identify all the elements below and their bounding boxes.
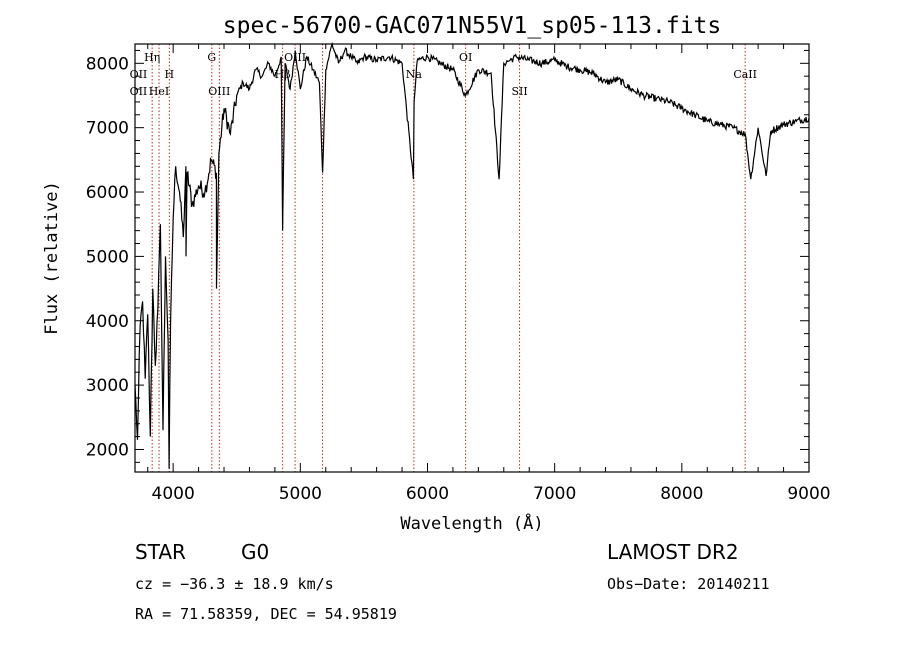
x-tick-label: 7000: [533, 484, 576, 504]
spectral-line-label: OII: [130, 85, 148, 98]
x-tick-label: 4000: [152, 484, 195, 504]
spectral-line-label: HeI: [149, 85, 169, 98]
spectral-line-label: H: [165, 68, 175, 81]
y-axis: 2000 3000 4000 5000 6000 7000 8000: [86, 49, 809, 463]
spectrum-line: [134, 41, 810, 469]
y-tick-label: 3000: [86, 376, 129, 396]
spectral-line-label: OIII: [208, 85, 230, 98]
coordinates-text: RA = 71.58359, DEC = 54.95819: [135, 605, 397, 623]
spectral-line-label: OI: [459, 51, 472, 64]
redshift-text: cz = −36.3 ± 18.9 km/s: [135, 575, 334, 593]
y-tick-label: 6000: [86, 183, 129, 203]
y-tick-label: 4000: [86, 312, 129, 332]
x-axis: 4000 5000 6000 7000 8000 9000: [147, 44, 831, 504]
x-tick-label: 6000: [406, 484, 449, 504]
plot-frame: [134, 43, 810, 473]
spectral-line-label: Na: [406, 68, 423, 81]
spectral-line-label: SII: [511, 85, 527, 98]
line-marker-group: [151, 44, 746, 472]
y-tick-label: 7000: [86, 119, 129, 139]
spectral-line-label: Hη: [144, 51, 160, 64]
y-tick-label: 5000: [86, 247, 129, 267]
spectral-line-label: G: [207, 51, 216, 64]
x-tick-label: 9000: [787, 484, 830, 504]
spectral-line-label: CaII: [733, 68, 757, 81]
object-class: STAR: [135, 540, 186, 564]
y-tick-label: 8000: [86, 54, 129, 74]
x-axis-label: Wavelength (Å): [400, 512, 543, 534]
survey-label: LAMOST DR2: [607, 540, 739, 564]
object-subclass: G0: [241, 540, 269, 564]
y-tick-label: 2000: [86, 440, 129, 460]
y-axis-label: Flux (relative): [42, 181, 62, 335]
spectrum-series: [134, 41, 810, 469]
spectral-line-label: OII: [130, 68, 148, 81]
obs-date-text: Obs−Date: 20140211: [607, 575, 770, 593]
x-tick-label: 8000: [660, 484, 703, 504]
chart-title: spec-56700-GAC071N55V1_sp05-113.fits: [223, 13, 722, 39]
x-tick-label: 5000: [279, 484, 322, 504]
